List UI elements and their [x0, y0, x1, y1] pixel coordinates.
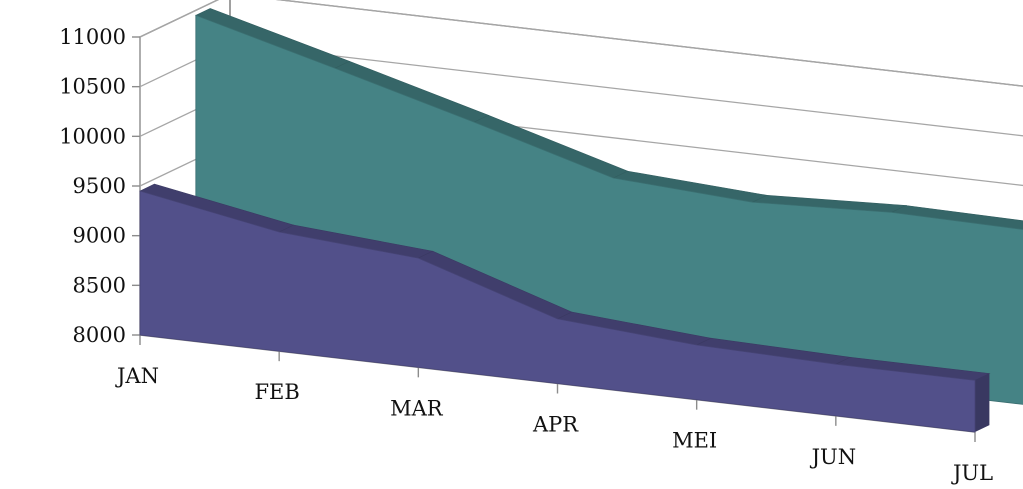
y-tick-label: 11000	[59, 25, 126, 49]
x-tick-label: JUN	[810, 445, 857, 469]
y-axis-labels: 8000 8500 9000 9500 10000 10500 11000	[59, 25, 126, 347]
x-tick-label: JAN	[115, 364, 159, 388]
x-tick-label: MEI	[672, 429, 717, 453]
y-tick-label: 8500	[73, 273, 126, 297]
x-tick-label: JUL	[951, 461, 993, 485]
area-front-face	[139, 190, 976, 433]
y-tick-label: 10500	[59, 75, 126, 99]
x-axis-labels: JAN FEB MAR APR MEI JUN JUL	[115, 364, 993, 485]
series-front-area	[139, 183, 991, 433]
x-tick-label: FEB	[254, 380, 299, 404]
y-tick-label: 9500	[73, 174, 126, 198]
gridline	[139, 0, 1023, 87]
area-end-cap	[975, 373, 990, 432]
y-tick-label: 8000	[73, 323, 126, 347]
y-tick-label: 10000	[59, 124, 126, 148]
y-tick-label: 9000	[73, 224, 126, 248]
x-tick-label: MAR	[390, 396, 444, 420]
x-tick-label: APR	[532, 413, 579, 437]
